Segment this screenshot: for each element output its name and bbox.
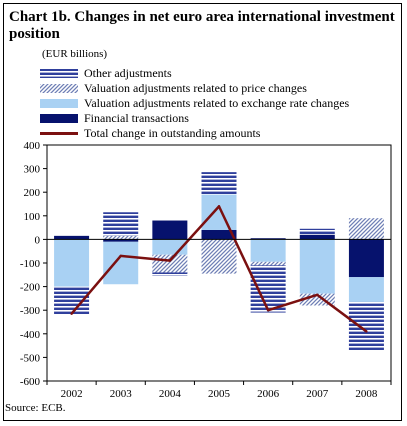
y-tick-label: 400 [24,140,41,152]
bar-other-2008 [348,301,384,352]
y-tick-label: -100 [20,258,41,270]
bar-price-2005 [201,239,237,274]
legend-total-change: Total change in outstanding amounts [40,126,261,140]
bar-financial-2002 [54,235,90,240]
bar-price-2007 [299,293,335,306]
bar-other-2004 [152,272,188,276]
chart-title: Chart 1b. Changes in net euro area inter… [9,9,395,42]
legend-label-other: Other adjustments [84,66,172,80]
y-tick-label: -500 [20,352,41,364]
bar-price-2008 [348,218,384,240]
total-change-point [316,293,319,297]
legend-exchange-rate-changes: Valuation adjustments related to exchang… [40,96,350,110]
total-change-point [70,312,73,315]
legend-other-adjustments: Other adjustments [40,66,172,80]
bar-exchange-2008 [348,277,384,302]
bar-other-2005 [201,172,237,195]
x-tick-label: 2004 [159,388,182,400]
chart-frame [3,3,402,421]
bar-exchange-2007 [299,239,335,294]
bar-other-2007 [299,228,335,235]
bar-exchange-2005 [201,194,237,230]
bar-exchange-2002 [54,239,90,287]
total-change-point [266,309,270,312]
x-tick-label: 2002 [61,388,83,400]
legend-label-exchange: Valuation adjustments related to exchang… [84,96,350,110]
y-tick-label: 300 [24,164,41,176]
legend-line-total [40,132,78,135]
y-tick-label: 200 [24,187,41,199]
total-change-point [119,254,122,258]
bar-financial-2008 [348,239,384,278]
bar-price-2006 [250,261,286,266]
bar-financial-2006 [250,238,286,240]
legend-financial-transactions: Financial transactions [40,111,189,125]
total-change-point [365,330,368,333]
x-tick-label: 2006 [257,388,280,400]
bar-exchange-2006 [250,239,286,262]
bar-financial-2003 [103,239,139,242]
legend-swatch-exchange [40,99,78,108]
x-tick-label: 2008 [355,388,378,400]
legend-price-changes: Valuation adjustments related to price c… [40,81,307,95]
bar-financial-2007 [299,234,335,240]
bar-financial-2004 [152,220,188,240]
x-tick-label: 2003 [110,388,133,400]
legend-swatch-financial [40,114,78,123]
total-line-layer [70,205,368,333]
x-tick-label: 2005 [208,388,231,400]
y-tick-label: 100 [24,211,41,223]
unit-label: (EUR billions) [42,48,108,60]
y-tick-label: -300 [20,305,41,317]
y-tick-label: -600 [20,376,41,388]
bar-price-2003 [103,235,139,240]
bar-price-2004 [152,254,188,273]
legend-label-financial: Financial transactions [84,111,189,125]
bar-exchange-2003 [103,241,139,285]
y-tick-label: -400 [20,329,41,341]
legend-swatch-other [40,69,78,78]
bar-other-2003 [103,212,139,236]
bars [54,172,384,352]
bar-other-2006 [250,265,286,313]
axes: 400 300 200 100 0 -100 -200 -300 -400 -500 -600 200… [20,140,392,400]
x-tick-label: 2007 [306,388,329,400]
legend-label-total: Total change in outstanding amounts [84,126,261,140]
y-tick-label: -200 [20,282,41,294]
legend-swatch-price [40,84,78,93]
y-tick-label: 0 [35,234,41,246]
bar-financial-2005 [201,229,237,240]
total-change-point [168,259,172,262]
source-note: Source: ECB. [5,402,66,414]
total-change-point [217,205,221,208]
legend-label-price: Valuation adjustments related to price c… [84,81,307,95]
